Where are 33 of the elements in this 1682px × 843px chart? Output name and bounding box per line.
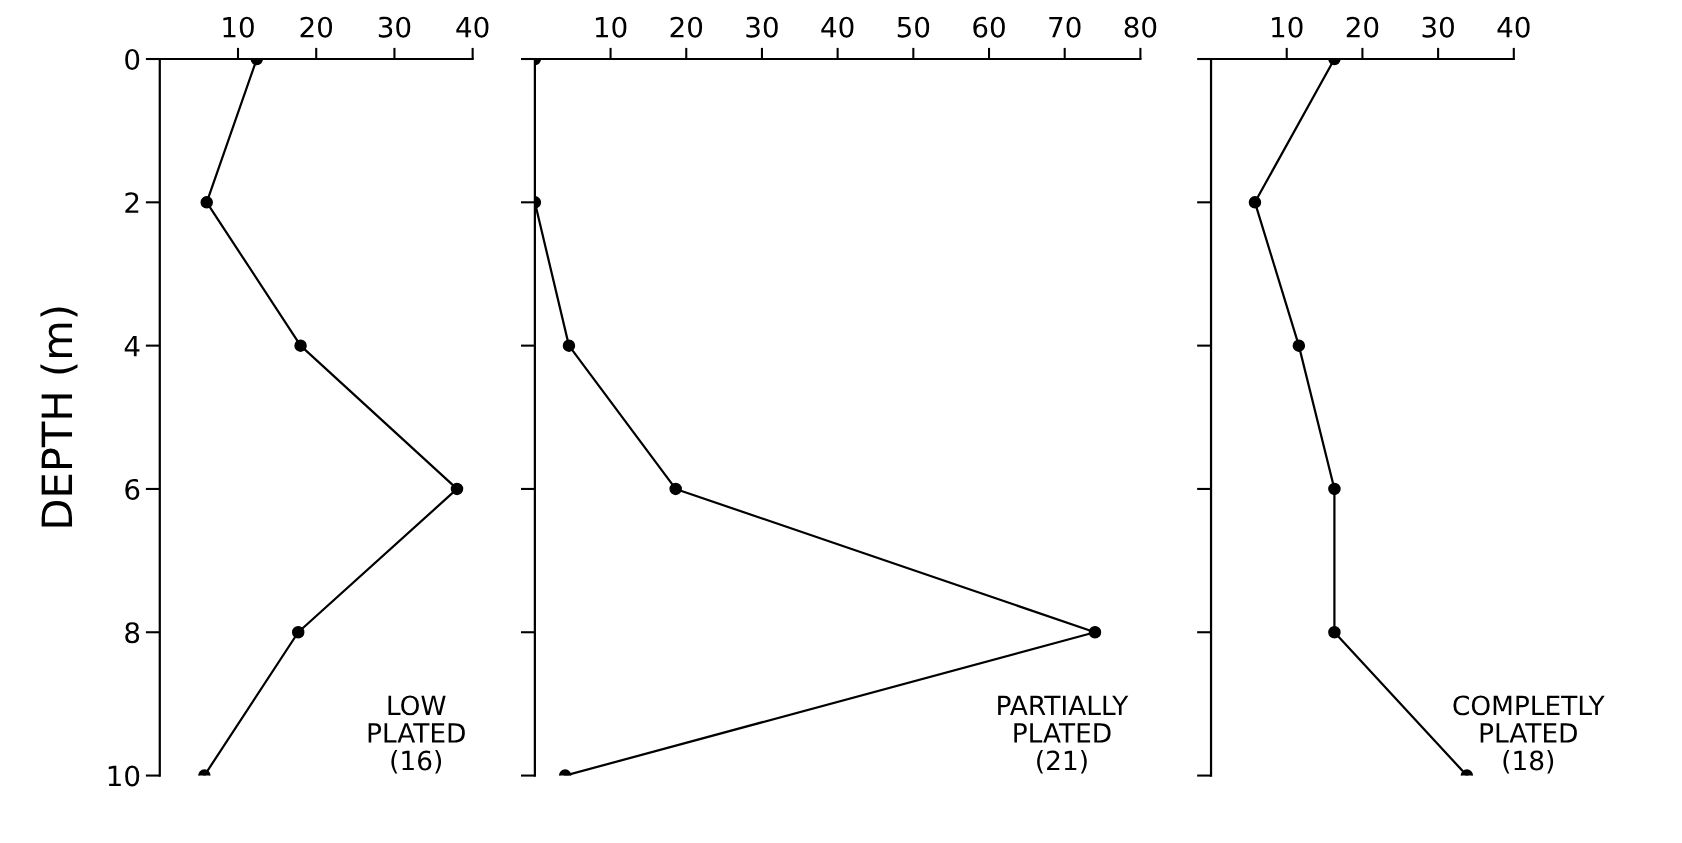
x-tick-label: 60 [973,16,1005,38]
x-tick-label: 80 [1124,16,1157,38]
x-tick-label: 10 [1272,16,1303,38]
point [1328,625,1341,639]
point [562,339,576,352]
y-tick-label: 10 [108,765,140,787]
point [1328,482,1341,496]
y-tick-label: 4 [124,335,140,357]
annotation: COMPLETLY PLATED (18) [1453,695,1605,774]
x-tick-label: 10 [595,16,627,38]
point [1088,625,1102,639]
point [1248,196,1262,209]
y-tick-label: 0 [125,48,140,70]
annotation: PARTIALLY PLATED (21) [998,695,1129,774]
y-tick-label: 6 [125,478,140,500]
x-tick-label: 40 [1497,16,1530,38]
x-tick-label: 20 [670,16,703,38]
x-tick-label: 50 [897,16,930,38]
x-tick-label: 20 [1346,16,1379,38]
point [1292,339,1306,352]
y-axis-title: DEPTH (m) [40,307,78,527]
x-tick-label: 30 [746,16,778,38]
x-tick-label: 20 [300,16,333,38]
annotation: LOW PLATED (16) [368,695,465,774]
x-tick-label: 30 [1422,16,1454,38]
x-tick-label: 40 [821,16,854,38]
y-tick-label: 2 [125,192,139,213]
point [669,482,682,496]
x-tick-label: 40 [456,16,489,38]
x-tick-label: 10 [223,16,254,38]
x-tick-label: 30 [378,16,411,38]
y-tick-label: 8 [125,622,140,644]
x-tick-label: 70 [1049,16,1081,38]
